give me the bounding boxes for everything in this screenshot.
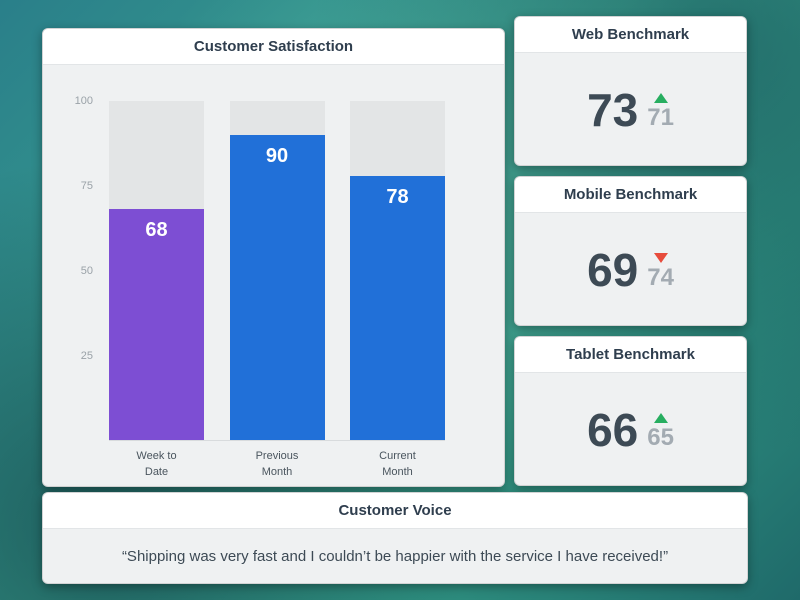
bar-value-label: 68	[145, 219, 168, 242]
trend-arrow	[653, 93, 668, 103]
bar-track-week-to-date: 68	[109, 101, 204, 440]
benchmark-value: 69	[587, 243, 639, 296]
customer-quote: “Shipping was very fast and I couldn’t b…	[121, 548, 669, 565]
benchmark-value: 73	[587, 83, 639, 136]
bar-fill-previous-month: 90	[229, 134, 325, 440]
trend-arrow	[653, 253, 668, 263]
benchmark-previous-value: 74	[647, 264, 674, 291]
x-label-text: Previous Month	[255, 450, 299, 478]
bar-chart: 100 75 50 25 68 90 78 Week t	[43, 65, 504, 486]
x-label-text: Week to Date	[136, 450, 177, 478]
bar-fill-week-to-date: 68	[109, 209, 204, 440]
customer-voice-card: Customer Voice “Shipping was very fast a…	[42, 492, 748, 584]
benchmark-body: 69 74	[515, 213, 746, 325]
trend-arrow	[653, 413, 668, 423]
benchmark-body: 66 65	[515, 373, 746, 485]
customer-voice-title: Customer Voice	[43, 493, 747, 529]
web-benchmark-card: Web Benchmark 73 71	[514, 16, 747, 166]
benchmark-value: 66	[587, 403, 639, 456]
y-tick-75: 75	[80, 180, 93, 192]
y-tick-50: 50	[80, 265, 93, 277]
bar-fill-current-month: 78	[350, 175, 445, 440]
customer-voice-body: “Shipping was very fast and I couldn’t b…	[43, 529, 747, 583]
benchmark-previous-value: 65	[647, 424, 674, 451]
trend-group: 74	[647, 253, 674, 290]
bar-track-current-month: 78	[350, 101, 445, 440]
customer-satisfaction-card: Customer Satisfaction 100 75 50 25 68 90…	[42, 28, 505, 487]
benchmark-body: 73 71	[515, 53, 746, 165]
y-tick-25: 25	[80, 350, 93, 362]
benchmark-title: Web Benchmark	[515, 17, 746, 53]
x-label-current-month: Current Month	[350, 449, 445, 481]
benchmark-title: Mobile Benchmark	[515, 177, 746, 213]
chart-title: Customer Satisfaction	[43, 29, 504, 65]
bar-track-previous-month: 90	[229, 101, 325, 440]
trend-group: 71	[647, 93, 674, 130]
bar-value-label: 90	[265, 144, 289, 167]
bars-area: 68 90 78	[109, 101, 445, 441]
benchmark-previous-value: 71	[647, 104, 674, 131]
bar-value-label: 78	[386, 185, 409, 208]
x-label-text: Current Month	[379, 450, 416, 478]
benchmark-title: Tablet Benchmark	[515, 337, 746, 373]
x-label-previous-month: Previous Month	[230, 449, 325, 481]
trend-group: 65	[647, 413, 674, 450]
mobile-benchmark-card: Mobile Benchmark 69 74	[514, 176, 747, 326]
x-label-week-to-date: Week to Date	[109, 449, 204, 481]
y-axis: 100 75 50 25	[43, 95, 101, 441]
x-axis-labels: Week to Date Previous Month Current Mont…	[109, 449, 445, 481]
y-tick-100: 100	[74, 95, 93, 107]
tablet-benchmark-card: Tablet Benchmark 66 65	[514, 336, 747, 486]
